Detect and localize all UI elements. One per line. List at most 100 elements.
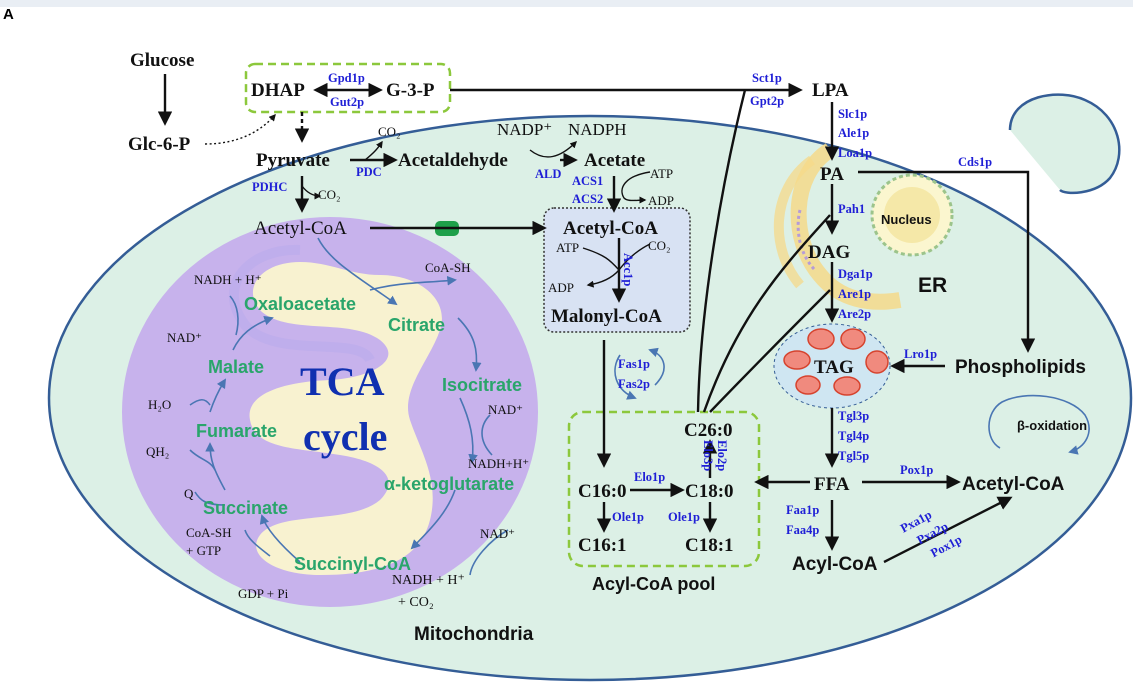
c18-0-label: C18:0	[685, 481, 734, 502]
acetate-label: Acetate	[584, 150, 645, 171]
oxaloacetate-label: Oxaloacetate	[244, 294, 356, 314]
loa1p-label: Loa1p	[838, 146, 872, 160]
acetaldehyde-label: Acetaldehyde	[398, 150, 508, 171]
acs2-label: ACS2	[572, 192, 603, 206]
nadh-h-1-label: NADH + H⁺	[194, 272, 262, 287]
dga1p-label: Dga1p	[838, 267, 873, 281]
pdc-label: PDC	[356, 165, 382, 179]
pa-label: PA	[820, 164, 844, 185]
gpd1p-label: Gpd1p	[328, 71, 365, 85]
succinate-label: Succinate	[203, 498, 288, 518]
acyl-coa-pool-label: Acyl-CoA pool	[592, 574, 715, 594]
qh2-label: QH₂	[146, 444, 169, 459]
succinyl-coa-label: Succinyl-CoA	[294, 554, 411, 574]
alpha-kg-label: α-ketoglutarate	[384, 474, 514, 494]
co2-label-2: CO₂	[318, 187, 341, 202]
are1p-label: Are1p	[838, 287, 871, 301]
tca-labels: TCA cycle Oxaloacetate Citrate Isocitrat…	[146, 260, 529, 610]
gut2p-label: Gut2p	[330, 95, 364, 109]
c18-1-label: C18:1	[685, 535, 734, 556]
fumarate-label: Fumarate	[196, 421, 277, 441]
tgl5p-label: Tgl5p	[838, 449, 869, 463]
acetyl-coa-mito-label: Acetyl-CoA	[254, 218, 347, 239]
q-label: Q	[184, 486, 194, 501]
ole1p-label: Ole1p	[612, 510, 644, 524]
malonyl-coa-label: Malonyl-CoA	[551, 306, 662, 327]
lro1p-label: Lro1p	[904, 347, 937, 361]
dhap-label: DHAP	[251, 80, 305, 101]
tca-title-2: cycle	[303, 414, 387, 459]
acc1p-label: Acc1p	[621, 253, 635, 286]
coa-sh-gtp-2-label: + GTP	[186, 543, 221, 558]
cytosolic-acetyl-coa-box	[543, 207, 691, 333]
tag-label: TAG	[814, 357, 854, 378]
gpt2p-label: Gpt2p	[750, 94, 784, 108]
adp-label-2: ADP	[548, 280, 574, 295]
dag-label: DAG	[808, 242, 850, 263]
acs1-label: ACS1	[572, 174, 603, 188]
glc6p-label: Glc-6-P	[128, 134, 191, 155]
pah1-label: Pah1	[838, 202, 865, 216]
beta-oxidation-label: β-oxidation	[1017, 418, 1087, 433]
acetyl-coa-right-label: Acetyl-CoA	[962, 474, 1065, 495]
mitochondria-label: Mitochondria	[414, 624, 534, 645]
faa1p-label: Faa1p	[786, 503, 819, 517]
panel-label: A	[3, 6, 14, 23]
pyruvate-label: Pyruvate	[256, 150, 330, 171]
pox1p-label: Pox1p	[900, 463, 933, 477]
slc1p-label: Slc1p	[838, 107, 867, 121]
elo3p-label: Elo3p	[701, 440, 715, 471]
tgl3p-label: Tgl3p	[838, 409, 869, 423]
elo2p-label: Elo2p	[715, 440, 729, 471]
faa4p-label: Faa4p	[786, 523, 819, 537]
acyl-coa-label: Acyl-CoA	[792, 554, 878, 575]
co2-2-label: + CO₂	[398, 595, 434, 610]
nad-1-label: NAD⁺	[167, 330, 202, 345]
lpa-label: LPA	[812, 80, 849, 101]
pathway-arrows	[157, 74, 1036, 564]
fas1p-label: Fas1p	[618, 357, 650, 371]
cds1p-label: Cds1p	[958, 155, 992, 169]
nadh-h-2-label: NADH+H⁺	[468, 456, 529, 471]
metabolite-labels: Glucose Glc-6-P DHAP G-3-P LPA Pyruvate …	[128, 50, 1087, 645]
acetyl-coa-cyto-label: Acetyl-CoA	[563, 218, 658, 239]
nadp-plus-label: NADP⁺	[497, 120, 552, 139]
are2p-label: Are2p	[838, 307, 871, 321]
gdp-pi-label: GDP + Pi	[238, 586, 289, 601]
nad-2-label: NAD⁺	[488, 402, 523, 417]
nadh-h-3-label: NADH + H⁺	[392, 573, 465, 588]
ald-label: ALD	[535, 167, 561, 181]
dhap-g3p-box	[244, 62, 452, 114]
citrate-label: Citrate	[388, 315, 445, 335]
c16-0-label: C16:0	[578, 481, 627, 502]
er-label: ER	[918, 274, 947, 297]
h2o-label: H₂O	[148, 397, 171, 412]
adp-label-1: ADP	[648, 193, 674, 208]
nad-3-label: NAD⁺	[480, 526, 515, 541]
co2-label-3: CO₂	[648, 238, 671, 253]
g3p-label: G-3-P	[386, 80, 435, 101]
nucleus	[870, 173, 954, 257]
phospholipids-label: Phospholipids	[955, 357, 1086, 378]
tca-title-1: TCA	[300, 359, 385, 404]
ale1p-label: Ale1p	[838, 126, 869, 140]
atp-label-1: ATP	[650, 166, 673, 181]
coa-sh-label: CoA-SH	[425, 260, 471, 275]
pdhc-label: PDHC	[252, 180, 287, 194]
coa-sh-gtp-1-label: CoA-SH	[186, 525, 232, 540]
atp-label-2: ATP	[556, 240, 579, 255]
sct1p-label: Sct1p	[752, 71, 782, 85]
co2-label-1: CO₂	[378, 124, 401, 139]
isocitrate-label: Isocitrate	[442, 375, 522, 395]
ole1p-b-label: Ole1p	[668, 510, 700, 524]
malate-label: Malate	[208, 357, 264, 377]
mitochondrion	[122, 217, 538, 607]
c16-1-label: C16:1	[578, 535, 627, 556]
nadph-label: NADPH	[568, 120, 627, 139]
c26-0-label: C26:0	[684, 420, 733, 441]
elo1p-label: Elo1p	[634, 470, 665, 484]
ffa-label: FFA	[814, 474, 850, 495]
tca-arrows	[189, 237, 1090, 576]
endoplasmic-reticulum	[773, 143, 902, 310]
